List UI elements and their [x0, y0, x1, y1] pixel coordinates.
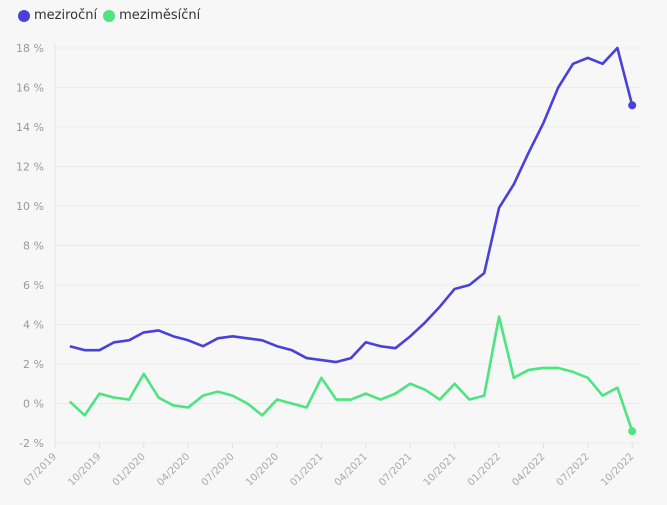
- x-tick-label: 07/2020: [200, 451, 237, 488]
- legend-item-yoy[interactable]: meziroční: [18, 8, 97, 23]
- legend-dot-icon: [18, 9, 30, 22]
- legend: meziroční meziměsíční: [18, 8, 206, 23]
- y-tick-label: 14 %: [16, 121, 44, 134]
- x-tick-label: 10/2019: [66, 451, 103, 488]
- y-tick-label: 10 %: [16, 200, 44, 213]
- x-tick-label: 10/2022: [599, 451, 636, 488]
- y-tick-label: -2 %: [19, 437, 44, 450]
- data-point: [628, 427, 637, 436]
- y-tick-label: 16 %: [16, 82, 44, 95]
- y-tick-label: 18 %: [16, 42, 44, 55]
- x-tick-label: 07/2022: [555, 451, 592, 488]
- x-tick-label: 04/2021: [333, 451, 370, 488]
- legend-item-mom[interactable]: meziměsíční: [103, 8, 200, 23]
- x-tick-label: 10/2021: [422, 451, 459, 488]
- y-tick-label: 6 %: [23, 279, 44, 292]
- y-tick-label: 2 %: [23, 358, 44, 371]
- y-tick-label: 8 %: [23, 240, 44, 253]
- x-tick-label: 07/2021: [377, 451, 414, 488]
- x-tick-label: 01/2020: [111, 451, 148, 488]
- x-tick-label: 01/2022: [466, 451, 503, 488]
- series-line-1: [68, 315, 634, 432]
- y-tick-label: 12 %: [16, 161, 44, 174]
- series-line-0: [69, 46, 634, 364]
- x-tick-label: 07/2019: [22, 451, 59, 488]
- legend-label: meziroční: [34, 8, 98, 23]
- x-tick-label: 10/2020: [244, 451, 281, 488]
- x-tick-label: 01/2021: [288, 451, 325, 488]
- legend-dot-icon: [103, 9, 116, 22]
- data-point: [628, 101, 637, 110]
- y-tick-label: 0 %: [23, 398, 44, 411]
- x-tick-label: 04/2020: [155, 451, 192, 488]
- x-tick-label: 04/2022: [510, 451, 547, 488]
- y-tick-label: 4 %: [23, 319, 44, 332]
- legend-label: meziměsíční: [119, 8, 201, 23]
